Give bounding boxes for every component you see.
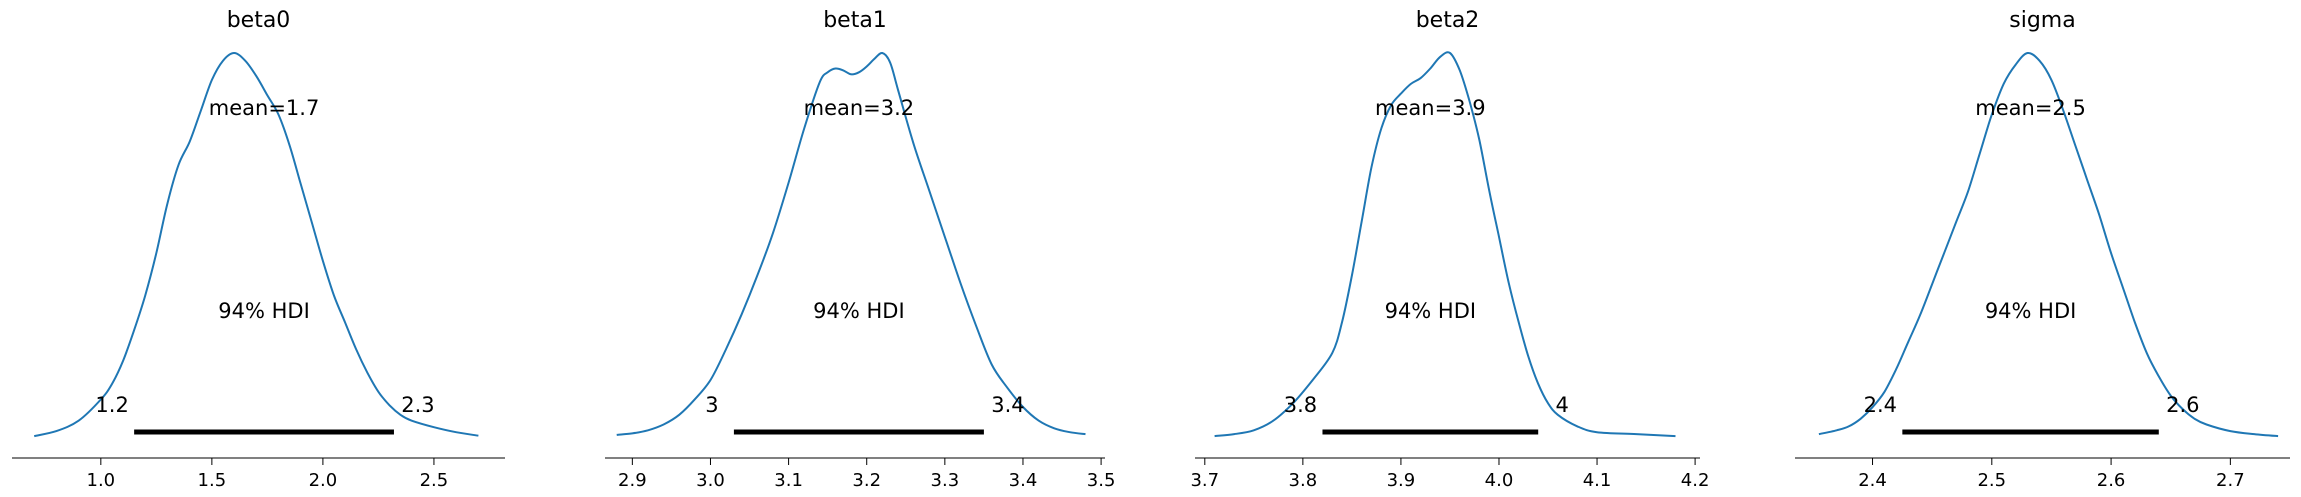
x-tick-label: 3.5 [1087,470,1116,491]
hdi-high-label: 2.6 [2166,393,2199,417]
panel-title: beta2 [1416,8,1480,33]
x-tick-label: 2.9 [618,470,647,491]
x-tick-label: 1.5 [198,470,227,491]
x-tick-label: 2.6 [2097,470,2126,491]
panel-title: beta0 [227,8,291,33]
x-tick-label: 1.0 [87,470,116,491]
hdi-label: 94% HDI [218,299,310,323]
mean-label: mean=3.2 [804,96,915,120]
hdi-high-label: 3.4 [991,393,1024,417]
panel-sigma: sigma 2.4 2.6 mean=2.5 94% HDI 2.4 2.5 2.6 2.7 [1795,8,2290,491]
hdi-low-label: 3 [705,393,718,417]
mean-label: mean=3.9 [1375,96,1486,120]
hdi-low-label: 3.8 [1284,393,1317,417]
x-tick-label: 2.0 [309,470,338,491]
x-tick-label: 2.4 [1858,470,1887,491]
density-curve [33,51,479,438]
panel-beta2: beta2 3.8 4 mean=3.9 94% HDI 3.7 3.8 3.9 4.0 4.1 4… [1190,8,1709,491]
panel-beta1: beta1 3 3.4 mean=3.2 94% HDI 2.9 3.0 3.1 3.2 3.3 3… [605,8,1115,491]
mean-label: mean=1.7 [209,96,320,120]
density-curve [616,51,1086,436]
hdi-high-label: 4 [1556,393,1569,417]
panel-beta0: beta0 1.2 2.3 mean=1.7 94% HDI 1.0 1.5 2.0 2.5 [12,8,505,491]
hdi-low-label: 2.4 [1864,393,1897,417]
x-tick-label: 2.7 [2216,470,2245,491]
mean-label: mean=2.5 [1975,96,2086,120]
panel-title: sigma [2009,8,2075,33]
x-tick-label: 3.1 [774,470,803,491]
hdi-label: 94% HDI [1985,299,2077,323]
density-curve [1818,51,2279,438]
x-tick-label: 3.2 [852,470,881,491]
x-tick-label: 3.3 [931,470,960,491]
hdi-high-label: 2.3 [401,393,434,417]
x-tick-label: 2.5 [1977,470,2006,491]
x-tick-label: 4.1 [1583,470,1612,491]
hdi-label: 94% HDI [1385,299,1477,323]
hdi-label: 94% HDI [813,299,905,323]
x-tick-label: 3.9 [1387,470,1416,491]
x-tick-label: 4.0 [1485,470,1514,491]
x-tick-label: 3.7 [1190,470,1219,491]
x-tick-label: 3.8 [1289,470,1318,491]
x-tick-label: 4.2 [1681,470,1710,491]
x-tick-label: 3.0 [696,470,725,491]
x-tick-label: 2.5 [420,470,449,491]
hdi-low-label: 1.2 [95,393,128,417]
x-tick-label: 3.4 [1009,470,1038,491]
panel-title: beta1 [823,8,887,33]
density-curve [1214,51,1676,438]
